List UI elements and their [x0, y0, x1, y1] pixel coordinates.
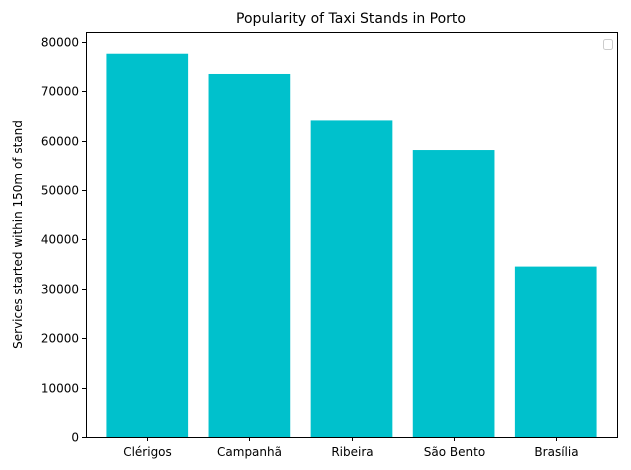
x-axis-ticks: Clérigos Campanhã Ribeira São Bento Brasília: [123, 437, 579, 459]
y-tick-label: 10000: [41, 382, 79, 396]
y-tick-label: 80000: [41, 36, 79, 50]
bar-4: [514, 266, 597, 437]
y-axis-ticks: 0 10000 20000 30000 40000 50000 60000 70000 8000…: [41, 36, 86, 445]
x-tick-label: Ribeira: [331, 445, 373, 459]
y-tick-label: 30000: [41, 283, 79, 297]
bar-0: [106, 53, 189, 437]
y-axis-label: Services started within 150m of stand: [11, 120, 25, 349]
y-tick-label: 60000: [41, 135, 79, 149]
legend-box: [603, 39, 613, 50]
x-tick-label: Brasília: [534, 445, 578, 459]
x-tick-label: São Bento: [424, 445, 485, 459]
bar-1: [208, 73, 291, 438]
y-tick-label: 20000: [41, 332, 79, 346]
y-tick-label: 50000: [41, 184, 79, 198]
x-tick-label: Campanhã: [217, 445, 282, 459]
y-tick-label: 70000: [41, 85, 79, 99]
y-tick-label: 0: [71, 431, 79, 445]
bar-2: [310, 120, 393, 437]
chart-title: Popularity of Taxi Stands in Porto: [236, 11, 466, 27]
bars-group: [106, 53, 597, 438]
y-tick-label: 40000: [41, 233, 79, 247]
bar-3: [412, 150, 495, 438]
x-tick-label: Clérigos: [123, 445, 172, 459]
